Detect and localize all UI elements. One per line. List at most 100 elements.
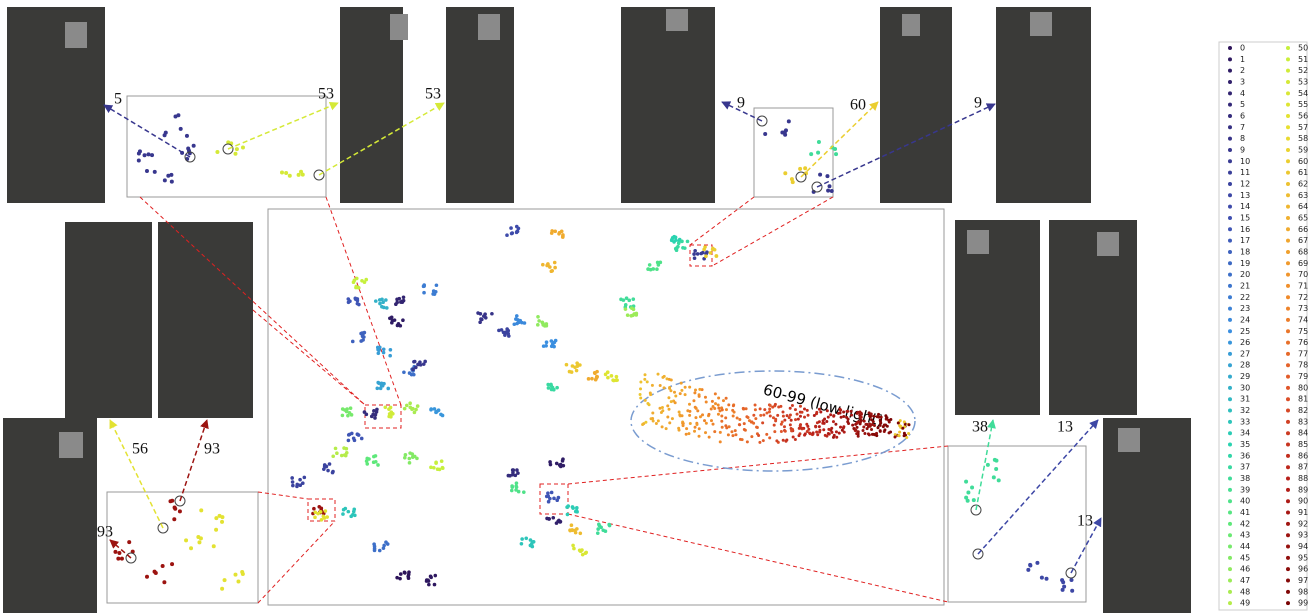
point bbox=[388, 353, 392, 358]
point bbox=[794, 418, 798, 422]
legend-marker bbox=[1228, 306, 1232, 311]
legend-label: 70 bbox=[1298, 270, 1308, 279]
point bbox=[716, 403, 720, 407]
point bbox=[902, 431, 906, 435]
point bbox=[680, 414, 684, 418]
point bbox=[350, 431, 354, 436]
point bbox=[546, 491, 550, 495]
point bbox=[554, 521, 559, 525]
point bbox=[817, 407, 821, 411]
legend-marker bbox=[1286, 419, 1290, 424]
point bbox=[386, 386, 391, 391]
legend-marker bbox=[1286, 465, 1290, 470]
point bbox=[300, 481, 305, 485]
point bbox=[651, 411, 655, 415]
point bbox=[834, 430, 838, 434]
point bbox=[805, 422, 809, 426]
legend-marker bbox=[1286, 306, 1290, 311]
point bbox=[838, 407, 842, 411]
point bbox=[798, 414, 802, 418]
legend-marker bbox=[1228, 136, 1232, 141]
point bbox=[152, 569, 157, 574]
legend-marker bbox=[1286, 567, 1290, 572]
arrow bbox=[103, 104, 191, 158]
point bbox=[340, 407, 345, 411]
legend-label: 57 bbox=[1298, 123, 1308, 132]
point bbox=[872, 414, 876, 418]
point bbox=[381, 350, 386, 355]
legend-label: 18 bbox=[1240, 247, 1250, 256]
point bbox=[364, 412, 369, 417]
legend-label: 77 bbox=[1298, 349, 1308, 358]
point bbox=[348, 299, 352, 304]
point bbox=[317, 504, 322, 509]
point bbox=[558, 462, 563, 467]
point bbox=[359, 339, 363, 343]
point bbox=[797, 434, 801, 438]
point bbox=[553, 265, 557, 270]
point bbox=[524, 536, 529, 541]
point bbox=[349, 413, 354, 417]
annotation-label: 38 bbox=[972, 419, 988, 436]
legend-marker bbox=[1286, 533, 1290, 538]
point bbox=[364, 459, 369, 463]
point bbox=[549, 490, 554, 495]
point bbox=[351, 512, 355, 517]
point bbox=[692, 256, 697, 260]
point bbox=[383, 405, 388, 410]
legend-marker bbox=[1286, 374, 1290, 379]
scatter bbox=[113, 113, 1075, 593]
point bbox=[761, 439, 765, 443]
point bbox=[549, 269, 554, 274]
point bbox=[698, 387, 702, 391]
point bbox=[551, 515, 556, 520]
point bbox=[845, 409, 849, 413]
legend-marker bbox=[1228, 453, 1232, 458]
legend-marker bbox=[1286, 578, 1290, 583]
arrow bbox=[318, 102, 445, 176]
legend-label: 71 bbox=[1298, 281, 1308, 290]
point bbox=[321, 514, 326, 519]
point bbox=[302, 475, 307, 480]
legend-label: 76 bbox=[1298, 338, 1308, 347]
point bbox=[757, 434, 761, 438]
point bbox=[331, 454, 336, 459]
legend-label: 43 bbox=[1240, 531, 1250, 540]
point bbox=[531, 539, 536, 544]
legend-label: 2 bbox=[1240, 66, 1245, 75]
legend-label: 53 bbox=[1298, 77, 1308, 86]
legend-label: 45 bbox=[1240, 553, 1250, 562]
point bbox=[861, 428, 865, 432]
point bbox=[222, 578, 227, 583]
point bbox=[658, 406, 662, 410]
point bbox=[1026, 567, 1031, 572]
legend-label: 16 bbox=[1240, 225, 1250, 234]
point bbox=[150, 153, 155, 158]
point bbox=[394, 302, 398, 307]
point bbox=[404, 403, 409, 408]
point bbox=[541, 321, 545, 326]
point bbox=[1060, 587, 1065, 592]
point bbox=[345, 407, 349, 411]
point bbox=[342, 453, 347, 457]
point bbox=[615, 378, 619, 382]
point bbox=[431, 289, 436, 293]
legend-marker bbox=[1228, 170, 1232, 175]
legend-marker bbox=[1286, 521, 1290, 526]
annotation-label: 5 bbox=[114, 91, 122, 108]
point bbox=[695, 423, 699, 427]
point bbox=[356, 433, 361, 437]
annotation-label: 56 bbox=[132, 441, 148, 458]
point bbox=[699, 251, 704, 256]
point bbox=[522, 490, 526, 494]
point bbox=[849, 409, 853, 413]
point bbox=[664, 427, 668, 431]
point bbox=[365, 456, 370, 461]
point bbox=[528, 538, 533, 542]
point bbox=[713, 430, 717, 434]
point bbox=[658, 260, 663, 265]
point bbox=[821, 419, 825, 423]
point bbox=[528, 543, 533, 548]
point bbox=[643, 377, 647, 381]
point bbox=[789, 418, 793, 422]
